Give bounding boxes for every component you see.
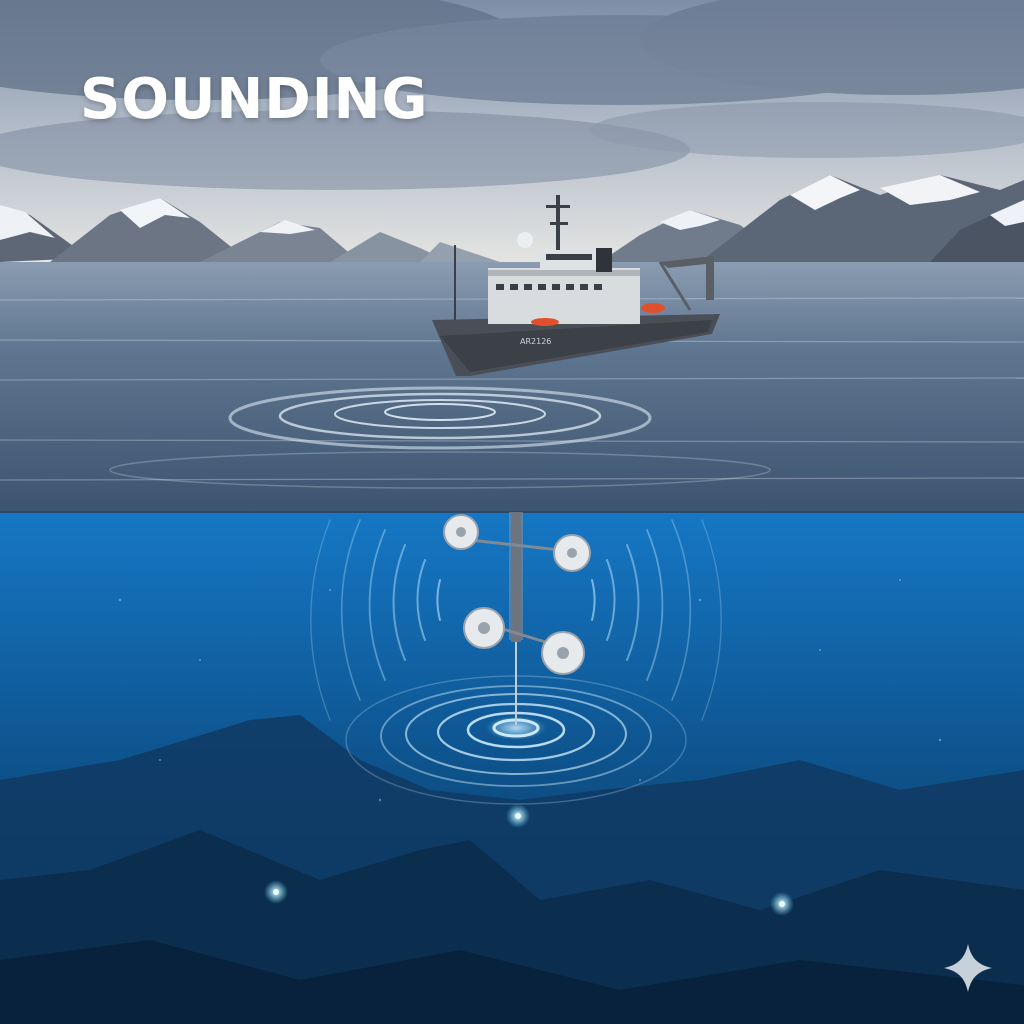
surface-ripples — [109, 386, 771, 489]
seafloor-lights — [264, 804, 794, 916]
hydrophone-array — [443, 512, 591, 725]
seafloor — [0, 715, 1024, 1024]
particles — [118, 579, 942, 802]
sparkle-icon — [944, 944, 992, 992]
page-title: SOUNDING — [80, 67, 429, 132]
mountains — [0, 175, 1024, 262]
research-vessel: AR2126 — [432, 195, 720, 376]
sonar-waves — [310, 519, 722, 721]
clouds — [0, 0, 1024, 190]
ping-glow — [486, 716, 546, 740]
hull-marking: AR2126 — [520, 337, 551, 346]
